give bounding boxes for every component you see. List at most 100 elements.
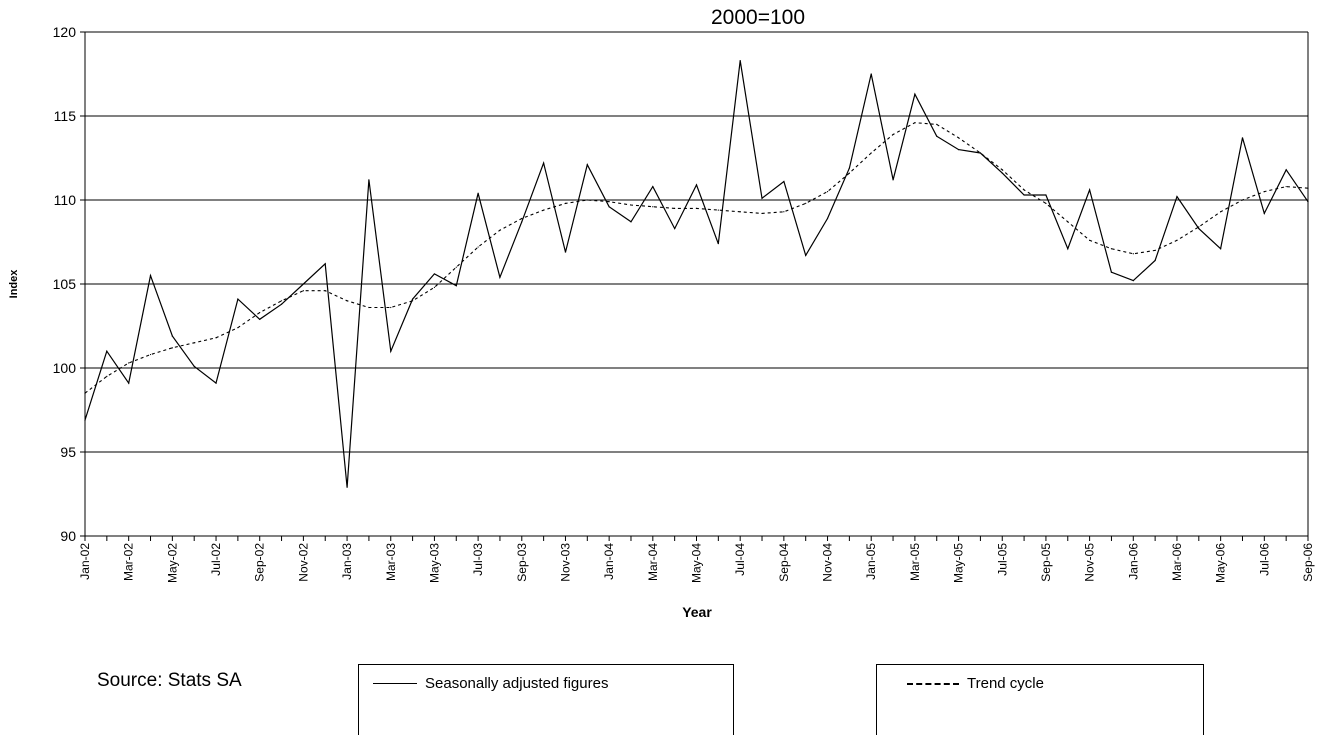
x-tick-label: Mar-02 [122, 543, 136, 581]
y-tick-label: 90 [60, 528, 76, 544]
trend-cycle-point [1132, 253, 1134, 255]
y-tick-label: 105 [53, 276, 77, 292]
x-tick-label: Jan-05 [864, 543, 878, 580]
trend-cycle-point [84, 392, 86, 394]
seasonally-adjusted-point [826, 217, 829, 220]
seasonally-adjusted-point [215, 382, 217, 384]
trend-cycle-point [826, 191, 829, 193]
seasonally-adjusted-point [237, 298, 239, 300]
seasonally-adjusted-point [390, 350, 392, 352]
chart-title: 2000=100 [711, 6, 805, 29]
seasonally-adjusted-point [368, 179, 370, 181]
trend-cycle-point [368, 306, 370, 309]
seasonally-adjusted-point [608, 206, 610, 208]
y-tick-label: 120 [53, 24, 77, 40]
seasonally-adjusted-point [848, 167, 850, 169]
seasonally-adjusted-point [411, 298, 414, 300]
trend-cycle-point [870, 152, 872, 154]
x-tick-label: Sep-06 [1301, 543, 1315, 582]
trend-cycle-point [979, 152, 982, 154]
seasonally-adjusted-point [1110, 271, 1113, 273]
seasonally-adjusted-point [695, 184, 698, 186]
trend-cycle-point [1263, 191, 1265, 193]
seasonally-adjusted-point [84, 419, 86, 421]
x-tick-label: Jul-03 [471, 543, 485, 576]
seasonally-adjusted-point [914, 93, 916, 95]
seasonally-adjusted-point [957, 149, 960, 151]
trend-cycle-point [674, 207, 676, 209]
seasonally-adjusted-point [586, 164, 588, 166]
seasonally-adjusted-point [477, 192, 479, 194]
seasonally-adjusted-point [324, 263, 326, 265]
seasonally-adjusted-point [1220, 248, 1222, 250]
x-tick-label: Mar-05 [908, 543, 922, 581]
trend-cycle-point [1001, 169, 1003, 171]
seasonally-adjusted-line [84, 60, 1309, 488]
trend-cycle-point [1110, 248, 1113, 250]
trend-cycle-line [84, 122, 1309, 394]
trend-cycle-point [237, 327, 239, 329]
legend-seasonally-adjusted: Seasonally adjusted figures [358, 664, 734, 735]
trend-cycle-point [1285, 185, 1287, 188]
source-note: Source: Stats SA [97, 670, 242, 691]
seasonally-adjusted-point [870, 73, 872, 75]
x-tick-label: May-06 [1214, 543, 1228, 583]
trend-cycle-point [128, 362, 130, 364]
seasonally-adjusted-point [717, 243, 719, 245]
trend-cycle-point [521, 217, 523, 220]
x-tick-label: Sep-02 [253, 543, 267, 582]
trend-cycle-point [739, 211, 741, 213]
y-axis-label: Index [8, 269, 20, 299]
x-axis-label: Year [682, 604, 712, 620]
seasonally-adjusted-point [1001, 172, 1003, 174]
trend-cycle-point [1154, 249, 1156, 251]
trend-cycle-point [324, 290, 326, 292]
trend-cycle-point [543, 209, 545, 211]
trend-cycle-point [761, 212, 763, 215]
seasonally-adjusted-point [739, 59, 741, 62]
seasonally-adjusted-point [499, 276, 501, 278]
seasonally-adjusted-point [521, 221, 523, 223]
x-tick-label: Jul-04 [733, 543, 747, 576]
trend-cycle-point [499, 229, 501, 231]
seasonally-adjusted-point [433, 273, 436, 275]
x-tick-label: Jan-03 [340, 543, 354, 580]
trend-cycle-point [193, 342, 195, 344]
x-tick-label: Jul-06 [1257, 543, 1271, 576]
trend-cycle-point [390, 306, 392, 309]
trend-cycle-point [1241, 199, 1244, 201]
trend-cycle-point [280, 300, 283, 302]
seasonally-adjusted-point [936, 135, 938, 137]
trend-cycle-point [149, 353, 152, 356]
x-tick-label: Jan-02 [78, 543, 92, 580]
seasonally-adjusted-point [346, 486, 348, 488]
seasonally-adjusted-point [805, 254, 807, 257]
trend-cycle-point [477, 246, 479, 248]
trend-cycle-point [564, 202, 567, 204]
seasonally-adjusted-point [455, 285, 457, 287]
trend-cycle-point [630, 204, 632, 206]
x-tick-label: Mar-03 [384, 543, 398, 581]
seasonally-adjusted-point [652, 185, 654, 188]
x-tick-label: Mar-04 [646, 543, 660, 581]
seasonally-adjusted-point [1176, 196, 1178, 198]
seasonally-adjusted-point [674, 227, 676, 230]
trend-cycle-point [215, 337, 217, 339]
trend-cycle-point [1307, 187, 1309, 189]
seasonally-adjusted-point [1132, 280, 1134, 282]
x-tick-label: Jan-04 [602, 543, 616, 580]
legend-item-seasonally-adjusted: Seasonally adjusted figures [373, 675, 608, 692]
x-tick-label: May-04 [690, 543, 704, 583]
trend-cycle-point [805, 202, 807, 204]
trend-cycle-point [411, 300, 414, 302]
trend-cycle-point [892, 133, 894, 136]
seasonally-adjusted-point [1263, 212, 1265, 215]
x-tick-label: Mar-06 [1170, 543, 1184, 581]
seasonally-adjusted-point [1089, 189, 1091, 191]
trend-cycle-point [106, 375, 108, 377]
trend-cycle-point [586, 199, 588, 201]
trend-cycle-point [1176, 239, 1178, 241]
trend-cycle-point [1198, 226, 1200, 228]
